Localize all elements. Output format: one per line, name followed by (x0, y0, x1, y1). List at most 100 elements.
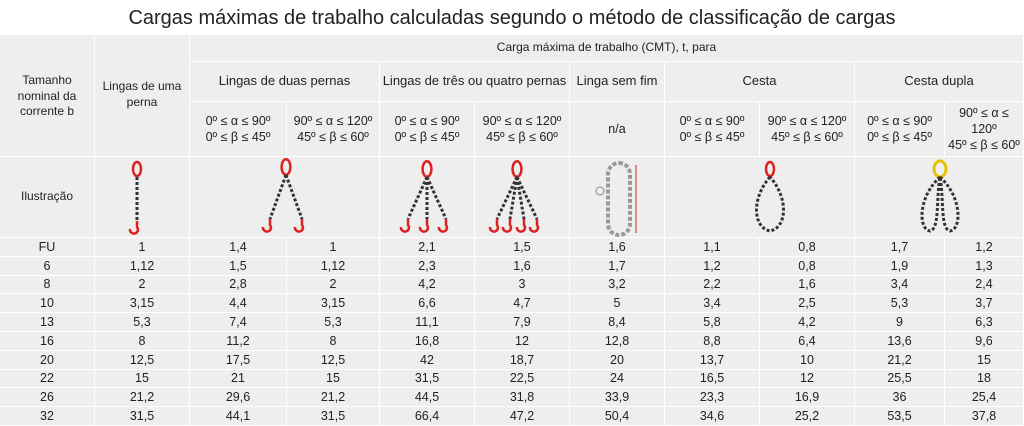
cell-text: 3,15 (320, 296, 346, 311)
value-cell: 5 (570, 294, 665, 314)
group-header: Linga sem fim (570, 62, 665, 102)
angle-header: 0º ≤ α ≤ 90º 0º ≤ β ≤ 45º (665, 102, 760, 157)
value-cell: 5,8 (665, 313, 760, 332)
cell-text: 13,7 (699, 352, 725, 367)
cell-text: 23,3 (699, 390, 725, 405)
value-cell: 33,9 (570, 388, 665, 408)
value-cell: 12,8 (570, 332, 665, 351)
value-cell: 15 (945, 350, 1024, 370)
angle-header: 0º ≤ α ≤ 90º 0º ≤ β ≤ 45º (190, 102, 287, 157)
cell-text: 22,5 (509, 371, 535, 386)
value-cell: 3,7 (945, 294, 1024, 314)
value-cell: 15 (95, 369, 190, 389)
cell-text: 42 (420, 352, 434, 367)
cell-text: 0º ≤ α ≤ 90º (205, 113, 271, 128)
value-cell: 12,5 (287, 350, 380, 370)
cell-text: 2,3 (418, 258, 436, 273)
cell-text: 90º ≤ α ≤ 120º (482, 113, 562, 128)
value-cell: 0,8 (760, 256, 855, 276)
cell-text: 1,2 (703, 258, 721, 273)
value-cell: 3,15 (287, 294, 380, 314)
cell-text: 1,12 (320, 258, 346, 273)
cell-text: 10 (40, 296, 54, 311)
group-header: Cesta (665, 62, 855, 102)
value-cell: 10 (760, 350, 855, 370)
cell-text: 32 (40, 408, 54, 423)
cell-text: Linga sem fim (576, 73, 658, 89)
cell-text: 10 (800, 352, 814, 367)
value-cell: 1 (287, 238, 380, 257)
single-leg-header: Lingas de uma perna (95, 35, 190, 157)
value-cell: 3,4 (855, 275, 945, 295)
cell-text: 6,4 (798, 333, 816, 348)
value-cell: 1,9 (855, 256, 945, 276)
cell-text: 44,1 (225, 408, 251, 423)
value-cell: 37,8 (945, 407, 1024, 426)
cell-text: 12 (800, 371, 814, 386)
cell-text: 16,9 (794, 390, 820, 405)
value-cell: 2 (95, 275, 190, 295)
value-cell: 21,2 (95, 388, 190, 408)
cell-text: 15 (977, 352, 991, 367)
row-label: 26 (0, 388, 95, 408)
value-cell: 2,1 (380, 238, 475, 257)
value-cell: 9,6 (945, 332, 1024, 351)
cell-text: 8 (43, 277, 51, 292)
value-cell: 1,6 (570, 238, 665, 257)
value-cell: 6,3 (945, 313, 1024, 332)
value-cell: 29,6 (190, 388, 287, 408)
value-cell: 21,2 (855, 350, 945, 370)
row-label: 6 (0, 256, 95, 276)
cell-text: Lingas de três ou quatro pernas (382, 73, 567, 89)
value-cell: 2,2 (665, 275, 760, 295)
value-cell: 11,2 (190, 332, 287, 351)
cell-text: Cesta (742, 73, 777, 89)
cell-text: 1,6 (513, 258, 531, 273)
cell-text: 4,4 (229, 296, 247, 311)
value-cell: 1,12 (95, 256, 190, 276)
cell-text: 31,5 (320, 408, 346, 423)
cell-text: 7,9 (513, 314, 531, 329)
value-cell: 1,1 (665, 238, 760, 257)
value-cell: 7,4 (190, 313, 287, 332)
value-cell: 16,9 (760, 388, 855, 408)
value-cell: 1,7 (570, 256, 665, 276)
value-cell: 6,6 (380, 294, 475, 314)
cell-text: 21,2 (129, 390, 155, 405)
cell-text: 15 (135, 371, 149, 386)
cell-text: 1 (138, 239, 146, 254)
value-cell: 2,5 (760, 294, 855, 314)
value-cell: 42 (380, 350, 475, 370)
cell-text: 2,4 (975, 277, 993, 292)
cell-text: 3,4 (703, 296, 721, 311)
cell-text: 90º ≤ α ≤ 120º (293, 113, 373, 128)
cell-text: 4,2 (418, 277, 436, 292)
cell-text: 0º ≤ β ≤ 45º (205, 130, 271, 144)
value-cell: 4,2 (380, 275, 475, 295)
cell-text: 90º ≤ α ≤ 120º (767, 113, 847, 128)
value-cell: 8 (95, 332, 190, 351)
cell-text: 7,4 (229, 314, 247, 329)
cell-text: 31,5 (414, 371, 440, 386)
value-cell: 7,9 (475, 313, 570, 332)
value-cell: 0,8 (760, 238, 855, 257)
cell-text: 16,8 (414, 333, 440, 348)
cell-text: 1,7 (608, 258, 626, 273)
cell-text: 2,5 (798, 296, 816, 311)
cell-text: 29,6 (225, 390, 251, 405)
cell-text: 0º ≤ α ≤ 90º (679, 113, 745, 128)
cell-text: Carga máxima de trabalho (CMT), t, para (496, 40, 717, 55)
cell-text: 1,3 (975, 258, 993, 273)
illustration (190, 157, 380, 238)
value-cell: 25,4 (945, 388, 1024, 408)
value-cell: 8 (287, 332, 380, 351)
cell-text: 8 (138, 333, 146, 348)
value-cell: 17,5 (190, 350, 287, 370)
cell-text: 2,2 (703, 277, 721, 292)
cell-text: Ilustração (20, 189, 74, 204)
cell-text: 3,2 (608, 277, 626, 292)
cell-text: Lingas de duas pernas (218, 73, 351, 89)
cell-text: 8,8 (703, 333, 721, 348)
cell-text: 16 (40, 333, 54, 348)
cell-text: 4,2 (798, 314, 816, 329)
